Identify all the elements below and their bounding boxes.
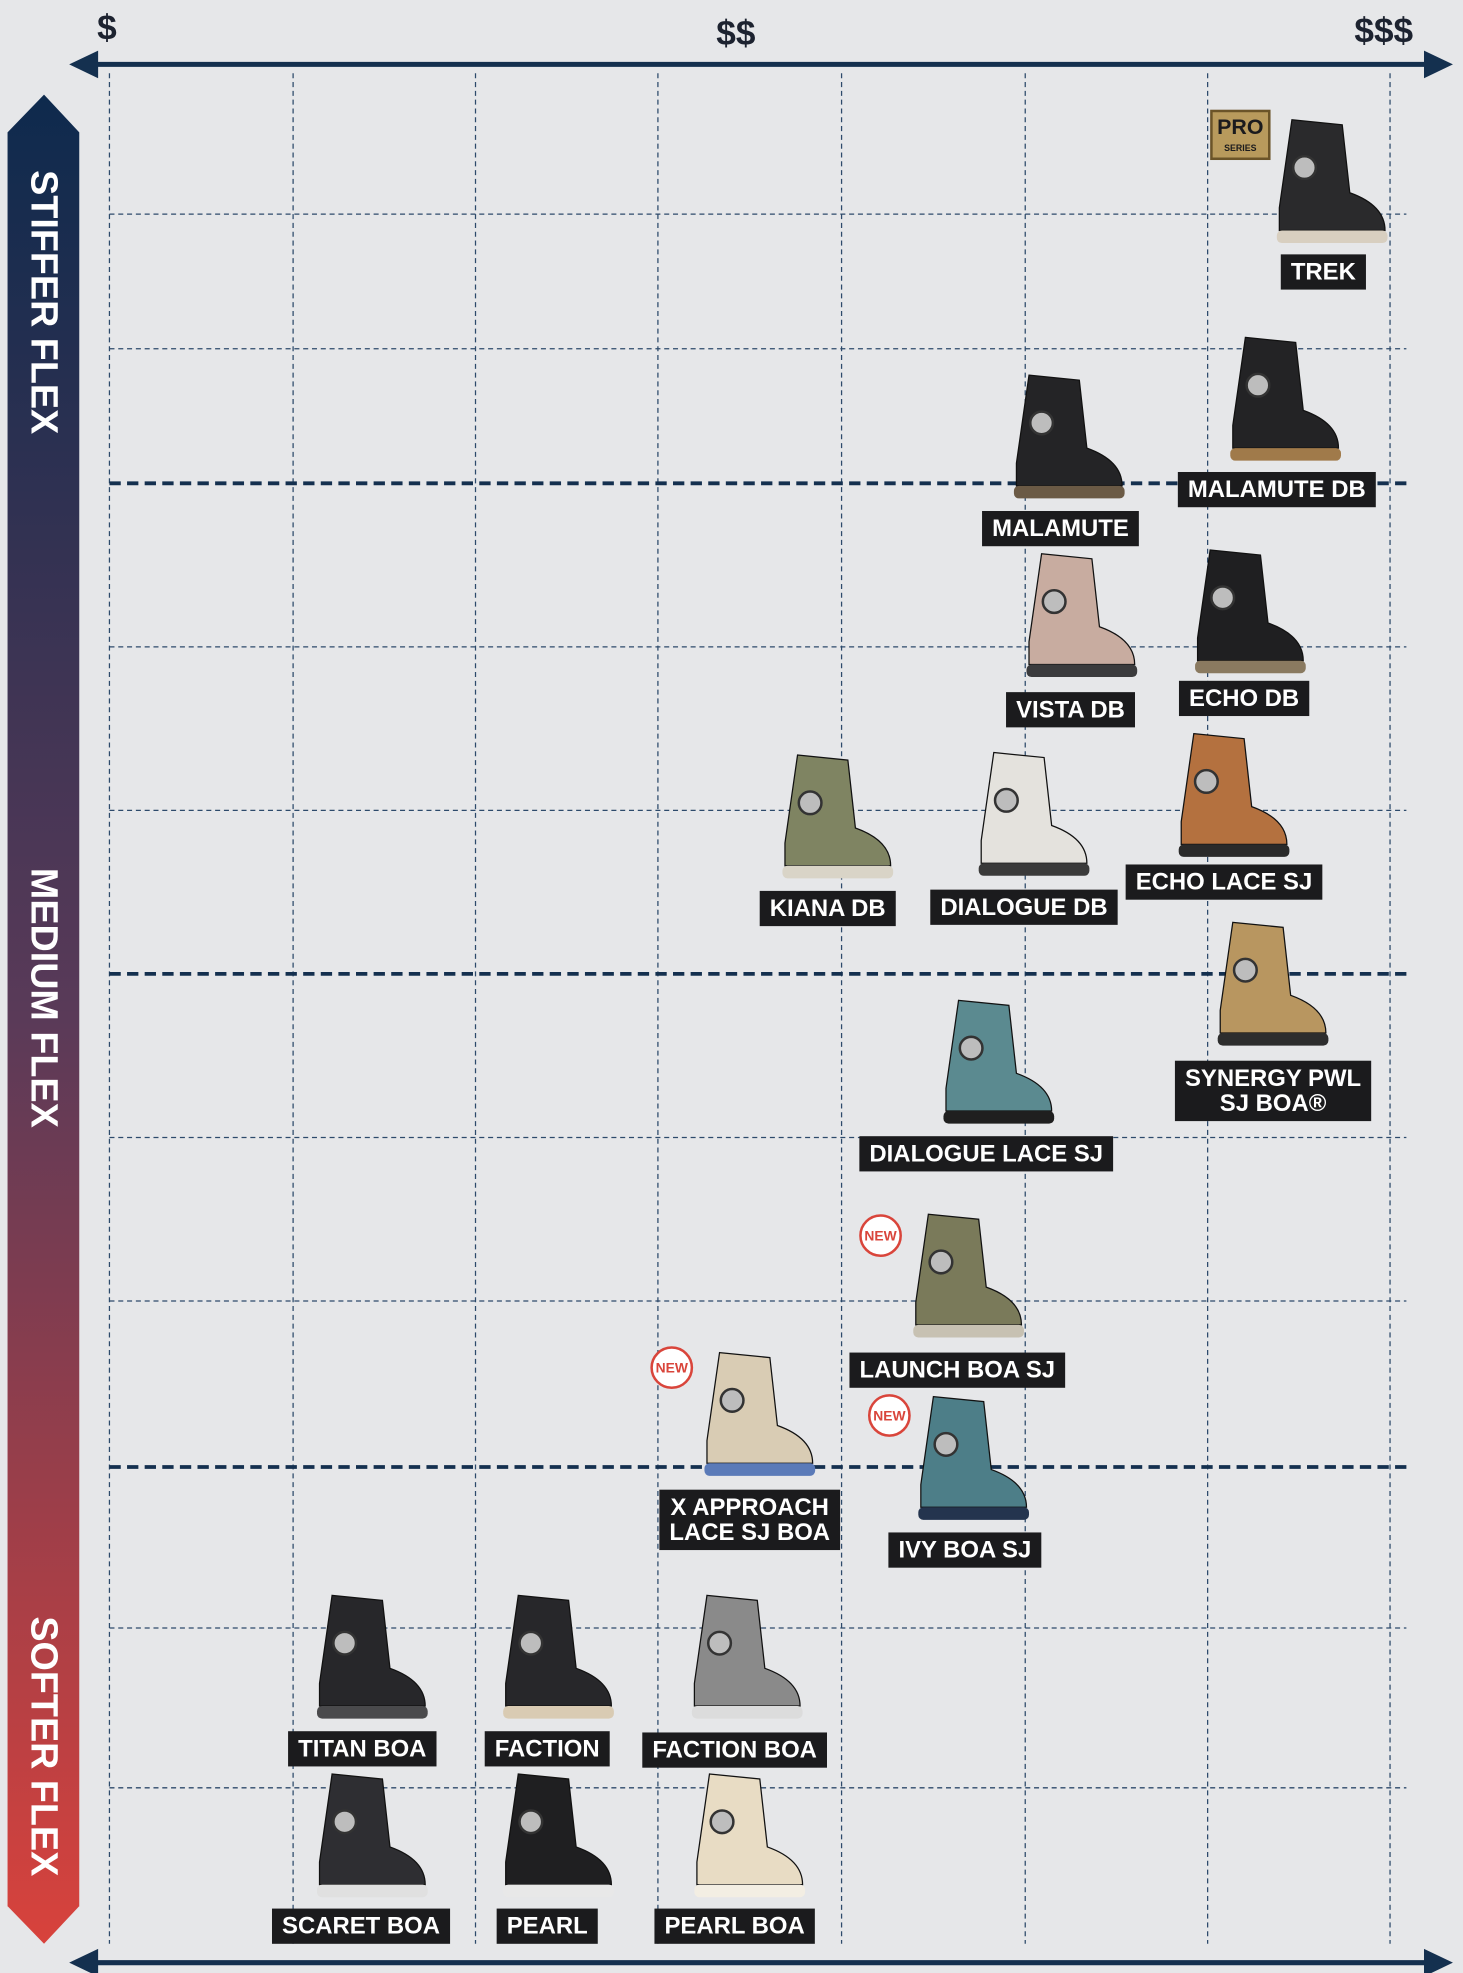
product-label: SYNERGY PWL [1185,1065,1361,1092]
boot-sole [1218,1033,1329,1046]
boot-dial [333,1810,356,1833]
flex-axis: STIFFER FLEX MEDIUM FLEX SOFTER FLEX [8,95,80,1944]
boot-sole [782,866,893,879]
flex-label: MEDIUM FLEX [24,868,66,1128]
badge-text: NEW [656,1360,689,1376]
product-label: SJ BOA® [1220,1090,1327,1117]
boot-dial [1195,770,1218,793]
product-label: FACTION BOA [652,1737,817,1764]
boot-sole [1014,486,1125,499]
boot-sole [1277,230,1388,243]
product-label: SCARET BOA [282,1913,440,1940]
price-label: $$$ [1354,11,1413,50]
boot-sole [1026,664,1137,677]
product-label: ECHO LACE SJ [1136,869,1313,896]
flex-label: STIFFER FLEX [24,170,66,434]
boot-sole [704,1463,815,1476]
product-label: PEARL [507,1913,588,1940]
product-label: DIALOGUE LACE SJ [869,1140,1103,1167]
boot-sole [913,1325,1024,1338]
boot-dial [1211,586,1234,609]
boot-dial [708,1632,731,1655]
boot-sole [694,1885,805,1898]
boot-dial [1247,374,1270,397]
badge-text: NEW [873,1407,906,1423]
price-label: $ [97,9,117,48]
boot-sole [317,1885,428,1898]
product-label: PEARL BOA [665,1913,805,1940]
boot-sole [692,1706,803,1719]
boot-dial [333,1632,356,1655]
product-label: DIALOGUE DB [940,894,1107,921]
boot-dial [995,789,1018,812]
badge-text: NEW [864,1227,897,1243]
boot-sole [979,863,1090,876]
product-label: VISTA DB [1016,696,1125,723]
boot-sole [503,1885,614,1898]
product-label: KIANA DB [770,895,886,922]
boot-dial [520,1632,543,1655]
product-label: LACE SJ BOA [669,1519,830,1546]
badge-text: SERIES [1224,143,1256,153]
product-label: IVY BOA SJ [898,1537,1031,1564]
boot-dial [721,1389,744,1412]
product-label: X APPROACH [671,1494,829,1521]
boot-sole [503,1706,614,1719]
boot-dial [711,1810,734,1833]
price-label: $$ [716,14,756,53]
boot-sole [1179,844,1290,857]
boot-sole [1195,661,1306,674]
boot-dial [960,1037,983,1060]
boot-sole [1230,448,1341,461]
product-label: TITAN BOA [298,1735,426,1762]
product-label: ECHO DB [1189,685,1299,712]
page: $ $$ $$$ STIFFER FLEX MEDIUM FLEX SOFTER… [0,0,1463,1973]
boot-dial [1234,959,1257,982]
boot-dial [520,1810,543,1833]
product-label: TREK [1291,259,1357,286]
boot-sole [943,1111,1054,1124]
flex-label: SOFTER FLEX [24,1616,66,1876]
positioning-chart: $ $$ $$$ STIFFER FLEX MEDIUM FLEX SOFTER… [0,0,1463,1973]
product-label: FACTION [495,1735,600,1762]
badge-text: PRO [1217,115,1263,139]
boot-dial [1293,156,1316,179]
product-label: LAUNCH BOA SJ [860,1357,1056,1384]
product-label: MALAMUTE [992,515,1129,542]
boot-dial [935,1433,958,1456]
product-label: MALAMUTE DB [1188,476,1366,503]
boot-dial [930,1251,953,1274]
boot-sole [317,1706,428,1719]
boot-dial [1043,590,1066,613]
boot-dial [1030,412,1053,435]
boot-dial [799,792,822,815]
boot-sole [918,1507,1029,1520]
